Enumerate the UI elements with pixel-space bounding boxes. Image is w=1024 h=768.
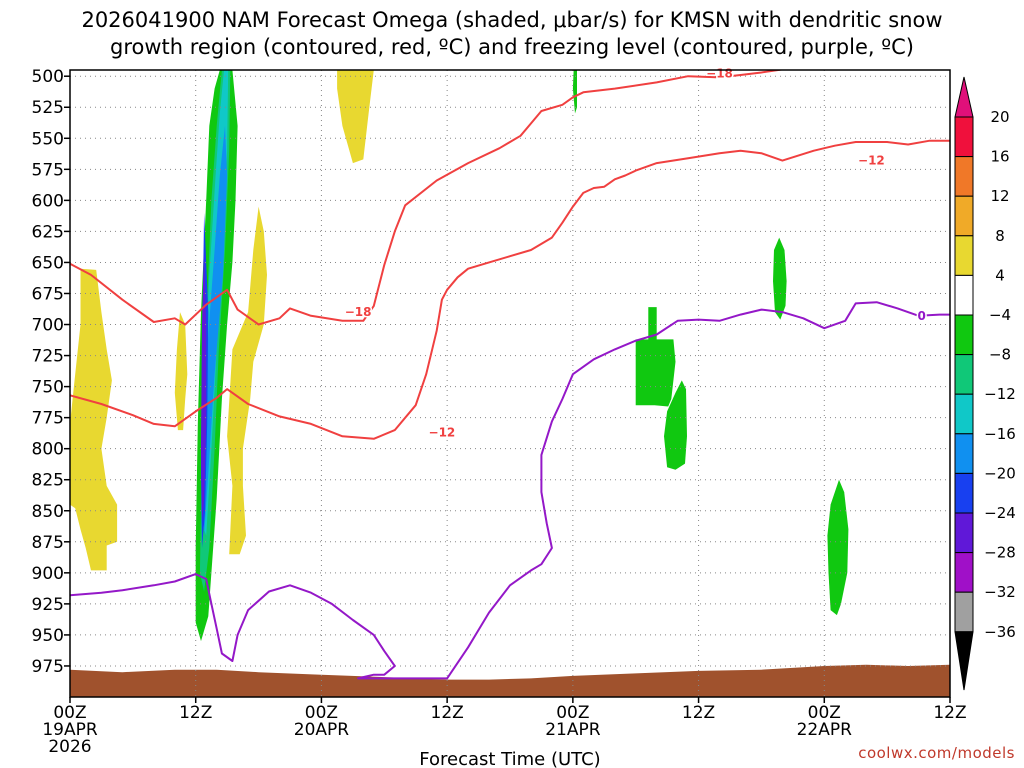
y-tick-label: 975 bbox=[32, 657, 64, 677]
contour-dgz-top-18C bbox=[70, 70, 786, 326]
omega-region-yellow-plume-a bbox=[70, 268, 118, 571]
y-tick-label: 850 bbox=[32, 502, 64, 522]
colorbar-swatch bbox=[954, 393, 974, 435]
y-tick-label: 875 bbox=[32, 533, 64, 553]
colorbar-label: 4 bbox=[995, 266, 1005, 284]
colorbar-top-arrow bbox=[954, 76, 974, 118]
colorbar-swatch bbox=[954, 591, 974, 633]
colorbar-label: −8 bbox=[989, 346, 1011, 364]
contour-dgz-bottom-12C bbox=[70, 139, 950, 440]
y-tick-label: 725 bbox=[32, 347, 64, 367]
contour-label-dgz-top-18C: −18 bbox=[706, 67, 733, 81]
x-tick-label: 00Z bbox=[53, 703, 86, 723]
omega-region-yellow-plume-b bbox=[174, 312, 188, 431]
x-tick-label: 00Z bbox=[808, 703, 841, 723]
x-tick-label: 21APR bbox=[545, 720, 601, 740]
omega-region-purple-core bbox=[201, 250, 207, 524]
colorbar-swatch bbox=[954, 552, 974, 593]
omega-region-green-blob-d bbox=[773, 237, 787, 320]
x-axis-label: Forecast Time (UTC) bbox=[419, 749, 600, 768]
colorbar-swatch bbox=[954, 314, 974, 356]
x-tick-label: 00Z bbox=[556, 703, 589, 723]
y-tick-label: 750 bbox=[32, 378, 64, 398]
colorbar-label: −36 bbox=[984, 623, 1016, 641]
colorbar-label: −4 bbox=[989, 306, 1011, 324]
y-tick-label: 550 bbox=[32, 129, 64, 149]
omega-region-green-spike-a bbox=[572, 70, 577, 114]
colorbar-swatch bbox=[954, 433, 974, 474]
contour-label-freezing-level-0C: 0 bbox=[918, 309, 926, 323]
y-tick-label: 700 bbox=[32, 316, 64, 336]
y-tick-label: 575 bbox=[32, 160, 64, 180]
colorbar-label: −16 bbox=[984, 425, 1016, 443]
colorbar-swatch bbox=[954, 195, 974, 237]
colorbar-label: 16 bbox=[990, 148, 1009, 166]
contour-layer bbox=[70, 70, 950, 680]
plot-frame bbox=[69, 69, 951, 698]
chart-title-line2: growth region (contoured, red, ºC) and f… bbox=[110, 35, 914, 59]
x-tick-label: 12Z bbox=[682, 703, 715, 723]
contour-label-dgz-bottom-12C: −12 bbox=[858, 154, 885, 168]
colorbar-label: 8 bbox=[995, 227, 1005, 245]
x-tick-label: 12Z bbox=[933, 703, 966, 723]
colorbar-label: −12 bbox=[984, 385, 1016, 403]
colorbar-label: 20 bbox=[990, 108, 1009, 126]
colorbar-swatch bbox=[954, 274, 974, 316]
terrain-layer bbox=[70, 664, 950, 697]
x-tick-label: 12Z bbox=[179, 703, 212, 723]
y-axis: 500 525 550 575 600 625 650 675 700 725 750 775 800 8… bbox=[32, 67, 70, 677]
colorbar-label: −24 bbox=[984, 504, 1016, 522]
colorbar-swatch bbox=[954, 116, 974, 158]
x-tick-label: 12Z bbox=[431, 703, 464, 723]
y-tick-label: 825 bbox=[32, 471, 64, 491]
terrain-fill bbox=[70, 664, 950, 697]
contour-freezing-level-0C bbox=[70, 301, 950, 680]
colorbar-label: −20 bbox=[984, 464, 1016, 482]
y-tick-label: 650 bbox=[32, 253, 64, 273]
y-tick-label: 925 bbox=[32, 595, 64, 615]
contour-label-dgz-top-18C: −18 bbox=[345, 305, 372, 319]
y-tick-label: 900 bbox=[32, 564, 64, 584]
x-tick-label: 22APR bbox=[797, 720, 853, 740]
omega-region-yellow-plume-d bbox=[337, 70, 374, 164]
y-tick-label: 625 bbox=[32, 222, 64, 242]
y-tick-label: 500 bbox=[32, 67, 64, 87]
colorbar-label: 12 bbox=[990, 187, 1009, 205]
y-tick-label: 675 bbox=[32, 284, 64, 304]
colorbar-bottom-arrow bbox=[954, 631, 974, 691]
x-tick-label: 20APR bbox=[294, 720, 350, 740]
contour-label-dgz-bottom-12C: −12 bbox=[429, 426, 456, 440]
y-tick-label: 525 bbox=[32, 98, 64, 118]
colorbar-label: −28 bbox=[984, 544, 1016, 562]
omega-region-yellow-plume-c bbox=[227, 206, 267, 555]
omega-region-green-blob-c bbox=[664, 380, 687, 470]
colorbar-swatch bbox=[954, 235, 974, 276]
colorbar-swatch bbox=[954, 156, 974, 197]
y-tick-label: 800 bbox=[32, 440, 64, 460]
x-tick-label: 00Z bbox=[305, 703, 338, 723]
colorbar-swatch bbox=[954, 472, 974, 514]
colorbar-swatch bbox=[954, 354, 974, 395]
colorbar-swatch bbox=[954, 512, 974, 554]
y-tick-label: 600 bbox=[32, 191, 64, 211]
contour-label-layer: −18 −18 −12 −12 0 bbox=[343, 65, 927, 441]
y-tick-label: 775 bbox=[32, 409, 64, 429]
chart-title-line1: 2026041900 NAM Forecast Omega (shaded, μ… bbox=[81, 8, 942, 32]
omega-region-lightblue-core bbox=[203, 125, 228, 536]
omega-region-green-blob-e bbox=[827, 479, 849, 616]
x-tick-label: 2026 bbox=[48, 737, 91, 757]
grid-layer bbox=[70, 70, 950, 697]
x-tick-label: 19APR bbox=[42, 720, 98, 740]
colorbar-label: −32 bbox=[984, 583, 1016, 601]
omega-shading-layer bbox=[70, 70, 849, 642]
credit-text: coolwx.com/models bbox=[858, 744, 1015, 762]
omega-region-green-block-b bbox=[635, 307, 676, 407]
colorbar: 20 16 12 8 4 −4 −8 −12 −16 −20 −24 −28 −32 −36 bbox=[954, 76, 1016, 691]
y-tick-label: 950 bbox=[32, 626, 64, 646]
